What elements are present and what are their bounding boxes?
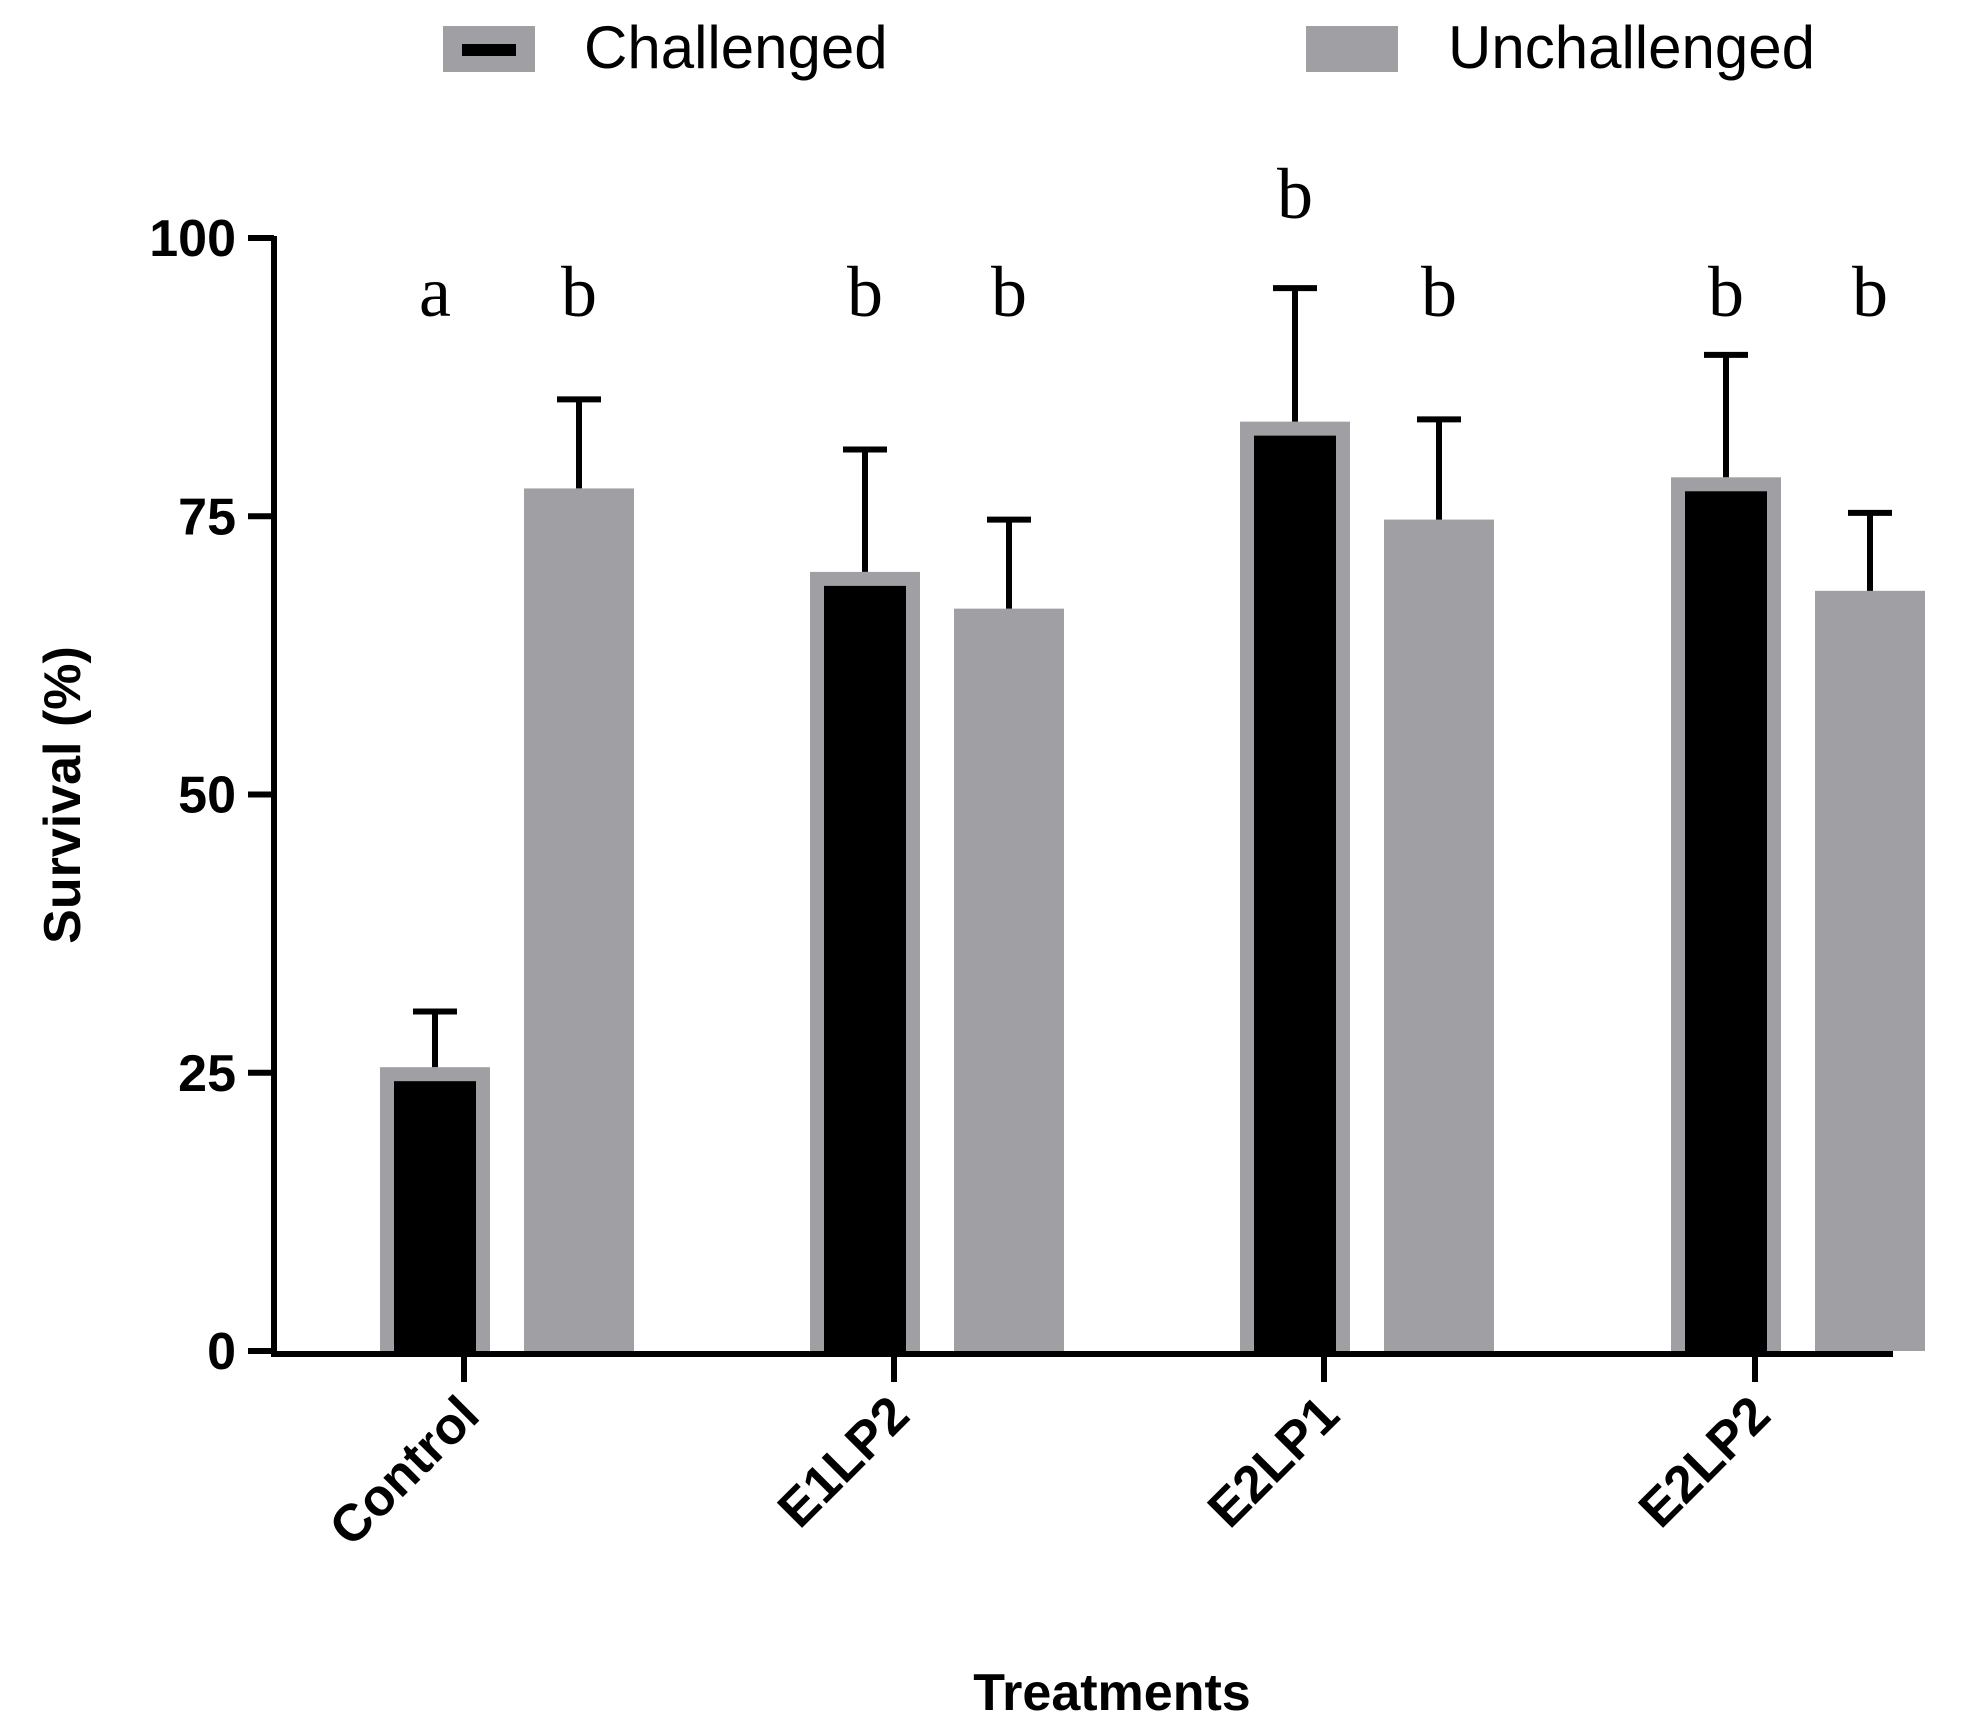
y-axis-label: Survival (%): [34, 646, 92, 944]
x-tick-label-e2lp1: E2LP1: [1197, 1385, 1350, 1538]
significance-letters-group: a b b b b b b b: [419, 154, 1888, 332]
x-tick-label-e1lp2: E1LP2: [767, 1385, 920, 1538]
significance-letter-challenged-e1lp2: b: [847, 252, 883, 332]
x-tick-label-e2lp2: E2LP2: [1628, 1385, 1781, 1538]
legend-label-unchallenged: Unchallenged: [1448, 14, 1815, 81]
bar-unchallenged-e2lp1: [1384, 519, 1494, 1351]
significance-letter-challenged-control: a: [419, 252, 451, 332]
y-tick-label-25: 25: [178, 1045, 236, 1103]
bar-unchallenged-e2lp2: [1815, 590, 1925, 1351]
significance-letter-unchallenged-e2lp2: b: [1852, 252, 1888, 332]
y-tick-label-100: 100: [149, 210, 236, 268]
y-ticks-group: 0 25 50 75 100: [149, 210, 274, 1381]
significance-letter-challenged-e2lp1: b: [1277, 154, 1313, 234]
legend-label-challenged: Challenged: [584, 14, 888, 81]
significance-letter-challenged-e2lp2: b: [1708, 252, 1744, 332]
legend-swatch-challenged-mark: [462, 44, 516, 56]
y-tick-label-0: 0: [207, 1323, 236, 1381]
significance-letter-unchallenged-control: b: [561, 252, 597, 332]
bars-group: [380, 421, 1925, 1351]
bar-challenged-e1lp2: [824, 585, 906, 1351]
x-tick-label-control: Control: [319, 1385, 491, 1557]
bar-unchallenged-e1lp2: [954, 608, 1064, 1351]
y-tick-label-75: 75: [178, 488, 236, 546]
plot-area: a b b b b b b b 0 25 50 75 100 Control E1LP2 E2LP1 E2L…: [149, 154, 1925, 1557]
significance-letter-unchallenged-e2lp1: b: [1421, 252, 1457, 332]
significance-letter-unchallenged-e1lp2: b: [991, 252, 1027, 332]
bar-challenged-e2lp2: [1685, 491, 1767, 1351]
error-bars-group: [413, 285, 1892, 1068]
bar-challenged-e2lp1: [1254, 435, 1336, 1351]
bar-unchallenged-control: [524, 488, 634, 1351]
y-tick-label-50: 50: [178, 767, 236, 825]
x-axis-label: Treatments: [973, 1664, 1250, 1722]
x-ticks-group: Control E1LP2 E2LP1 E2LP2: [319, 1354, 1781, 1557]
legend: Challenged Unchallenged: [443, 14, 1815, 81]
bar-challenged-control: [394, 1081, 476, 1351]
legend-swatch-unchallenged: [1306, 26, 1398, 72]
